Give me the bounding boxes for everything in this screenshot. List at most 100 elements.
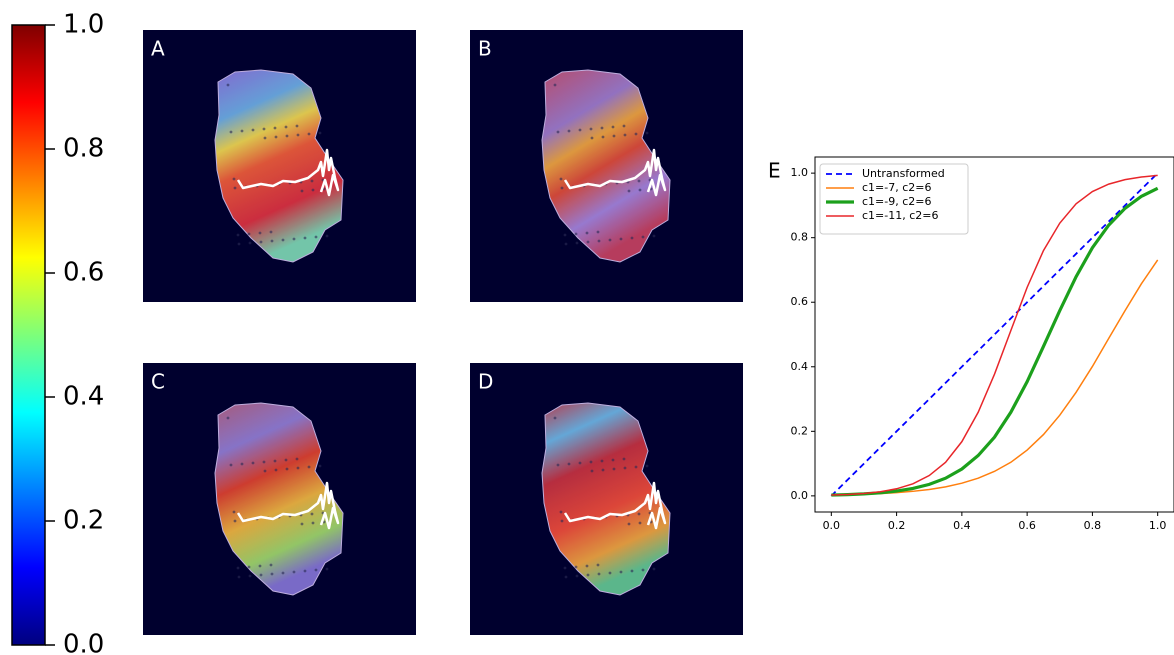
texture-dot	[553, 83, 557, 87]
texture-dot	[240, 462, 244, 466]
colorbar-tick-label: 0.2	[63, 506, 104, 536]
texture-dot	[586, 240, 590, 244]
texture-dot	[597, 572, 601, 576]
texture-dot	[575, 241, 579, 245]
texture-dot	[311, 188, 315, 192]
texture-dot	[564, 575, 568, 579]
boundary-line	[563, 148, 667, 197]
texture-dot	[284, 125, 288, 129]
texture-dot	[251, 461, 255, 465]
texture-dot	[248, 241, 252, 245]
x-tick-label: 0.6	[1018, 519, 1036, 532]
texture-dot	[285, 467, 289, 471]
texture-dot	[585, 231, 589, 235]
colorbar-tick-label: 0.8	[63, 134, 104, 164]
texture-dot	[311, 521, 315, 525]
texture-dot	[627, 522, 631, 526]
texture-dot	[226, 416, 230, 420]
heatmap-blob	[541, 402, 671, 596]
image-panel: B	[470, 30, 743, 302]
texture-dot	[258, 564, 262, 568]
texture-dot	[295, 124, 299, 128]
texture-dot	[575, 574, 579, 578]
series-line	[830, 172, 1159, 497]
texture-dot	[270, 572, 274, 576]
legend-box	[819, 163, 969, 235]
image-panel: C	[143, 363, 416, 635]
texture-dot	[303, 569, 307, 573]
texture-dot	[262, 460, 266, 464]
boundary-line	[563, 481, 667, 530]
texture-dot	[567, 129, 571, 133]
texture-dot	[285, 134, 289, 138]
texture-dot	[229, 130, 233, 134]
colorbar-tick-label: 0.4	[63, 382, 104, 412]
texture-dot	[608, 238, 612, 242]
texture-dot	[638, 521, 642, 525]
texture-dot	[247, 232, 251, 236]
texture-dot	[578, 461, 582, 465]
texture-dot	[262, 127, 266, 131]
texture-dot	[590, 136, 594, 140]
panel-label: C	[151, 370, 165, 394]
texture-dot	[623, 133, 627, 137]
y-tick-label: 0.0	[791, 489, 809, 502]
texture-dot	[611, 458, 615, 462]
texture-dot	[585, 564, 589, 568]
texture-dot	[296, 133, 300, 137]
texture-dot	[237, 242, 241, 246]
x-tick-label: 0.2	[888, 519, 906, 532]
texture-dot	[233, 186, 237, 190]
texture-dot	[236, 233, 240, 237]
texture-dot	[622, 124, 626, 128]
texture-dot	[634, 132, 638, 136]
texture-dot	[269, 563, 273, 567]
plot-frame	[814, 156, 1174, 513]
texture-dot	[237, 575, 241, 579]
texture-dot	[608, 571, 612, 575]
texture-dot	[295, 457, 299, 461]
texture-dot	[296, 466, 300, 470]
texture-dot	[232, 510, 236, 514]
texture-dot	[273, 126, 277, 130]
texture-dot	[637, 512, 641, 516]
texture-dot	[623, 466, 627, 470]
texture-dot	[630, 569, 634, 573]
image-panel: D	[470, 363, 743, 635]
texture-dot	[560, 519, 564, 523]
texture-dot	[314, 568, 318, 572]
texture-dot	[641, 235, 645, 239]
x-tick-label: 0.8	[1084, 519, 1102, 532]
colorbar-tick-label: 0.0	[63, 630, 104, 655]
y-tick-label: 0.8	[791, 231, 809, 244]
panel-label: D	[478, 370, 493, 394]
texture-dot	[563, 566, 567, 570]
y-tick-label: 0.6	[791, 295, 809, 308]
texture-dot	[634, 465, 638, 469]
texture-dot	[310, 512, 314, 516]
texture-dot	[597, 239, 601, 243]
texture-dot	[574, 232, 578, 236]
heatmap-blob	[214, 402, 344, 596]
texture-dot	[307, 132, 311, 136]
texture-dot	[226, 83, 230, 87]
series-line	[831, 259, 1159, 496]
texture-dot	[589, 127, 593, 131]
texture-dot	[612, 134, 616, 138]
texture-dot	[229, 463, 233, 467]
boundary-line	[236, 148, 340, 197]
texture-dot	[240, 129, 244, 133]
y-tick-label: 1.0	[791, 166, 809, 179]
texture-dot	[622, 457, 626, 461]
texture-dot	[300, 522, 304, 526]
texture-dot	[270, 239, 274, 243]
legend-label: c1=-11, c2=6	[862, 209, 938, 222]
panel-label: A	[151, 37, 165, 61]
texture-dot	[619, 570, 623, 574]
texture-dot	[559, 510, 563, 514]
texture-dot	[318, 464, 322, 468]
texture-dot	[601, 135, 605, 139]
texture-dot	[314, 235, 318, 239]
